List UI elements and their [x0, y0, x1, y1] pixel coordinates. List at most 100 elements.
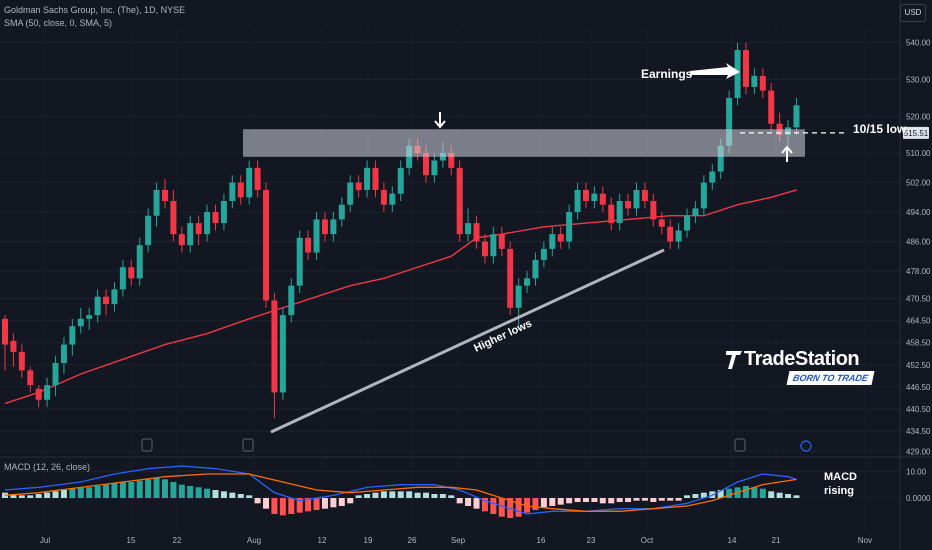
macd-histogram-bar — [372, 492, 379, 498]
price-tick-label: 470.50 — [906, 295, 931, 304]
macd-histogram-bar — [406, 491, 413, 498]
time-tick-label: Aug — [247, 536, 261, 545]
candle-up — [145, 208, 152, 253]
candle-body — [532, 259, 539, 279]
price-tick-label: 510.00 — [906, 149, 931, 158]
macd-histogram-bar — [35, 494, 42, 498]
candle-body — [540, 248, 547, 260]
earnings-marker-icon[interactable] — [141, 438, 153, 452]
macd-histogram-bar — [793, 495, 800, 498]
candle-up — [77, 307, 84, 334]
candle-body — [456, 167, 463, 235]
candle-body — [465, 223, 472, 235]
candle-body — [347, 182, 354, 205]
candle-body — [658, 219, 665, 227]
candle-down — [195, 215, 202, 246]
macd-histogram-bar — [330, 498, 337, 508]
higher-lows-trendline — [270, 248, 665, 434]
earnings-marker-box — [141, 438, 153, 452]
macd-histogram-bar — [439, 494, 446, 498]
macd-histogram-bar — [498, 498, 505, 517]
macd-histogram-bar — [423, 492, 429, 498]
macd-histogram-bar — [103, 484, 110, 498]
up-arrow-icon — [781, 145, 793, 162]
candle-body — [692, 208, 699, 216]
macd-histogram-bar — [347, 498, 354, 504]
currency-button[interactable]: USD — [900, 4, 926, 22]
candle-down — [178, 226, 185, 253]
candle-up — [338, 197, 345, 227]
candle-body — [549, 234, 556, 249]
candlestick-series — [2, 42, 800, 419]
macd-histogram-bar — [246, 495, 253, 498]
time-axis: Jul 15 22 Aug 12 19 26 Sep 16 23 Oct 14 21 Nov — [40, 536, 872, 545]
price-tick-label: 540.00 — [906, 39, 931, 48]
price-axis: 540.00 530.00 520.00 510.00 502.00 494.00 486.… — [906, 39, 931, 503]
macd-histogram-bar — [667, 498, 674, 501]
macd-histogram-bar — [414, 492, 421, 498]
candle-down — [212, 204, 219, 231]
candle-down — [321, 212, 328, 242]
candle-up — [566, 204, 573, 249]
candle-body — [246, 167, 253, 198]
price-tick-label: 464.50 — [906, 317, 931, 326]
macd-histogram-bar — [625, 498, 632, 502]
candle-down — [18, 344, 25, 378]
candle-body — [338, 204, 345, 220]
candle-body — [498, 234, 505, 249]
candle-body — [742, 50, 749, 87]
macd-histogram-bar — [591, 498, 598, 502]
candle-up — [675, 223, 682, 249]
macd-histogram-bar — [86, 487, 93, 498]
candle-down — [372, 160, 379, 198]
candle-up — [633, 182, 640, 216]
candle-body — [524, 278, 531, 286]
macd-histogram-bar — [77, 487, 84, 498]
candle-body — [641, 189, 648, 202]
earnings-marker-icon[interactable] — [242, 438, 254, 452]
macd-histogram-bar — [195, 487, 202, 498]
macd-histogram-bar — [700, 492, 707, 498]
candle-up — [532, 252, 539, 286]
candle-body — [2, 318, 8, 345]
candle-up — [44, 377, 51, 408]
candle-up — [591, 186, 598, 209]
candle-up — [119, 259, 126, 297]
candle-body — [667, 226, 674, 242]
candle-body — [507, 248, 514, 308]
candle-up — [709, 164, 716, 190]
candle-body — [734, 50, 741, 98]
macd-histogram-bar — [212, 490, 219, 498]
macd-histogram-bar — [557, 498, 564, 505]
candle-body — [170, 201, 177, 235]
candle-up — [279, 307, 286, 400]
candle-body — [633, 189, 640, 209]
candle-up — [397, 160, 404, 202]
candle-down — [768, 83, 775, 132]
candle-down — [170, 189, 177, 242]
brand-tagline: BORN TO TRADE — [786, 371, 875, 385]
candle-body — [111, 289, 118, 305]
candle-body — [263, 189, 270, 301]
macd-histogram-bar — [237, 494, 244, 498]
candle-down — [161, 178, 168, 209]
earnings-marker-box — [242, 438, 254, 452]
candle-body — [768, 90, 775, 124]
sma-legend[interactable]: SMA (50, close, 0, SMA, 5) — [4, 18, 113, 28]
candle-up — [364, 160, 371, 198]
macd-histogram-bar — [27, 495, 34, 498]
candle-up — [515, 278, 522, 330]
candle-down — [237, 175, 244, 205]
earnings-marker-icon[interactable] — [734, 438, 746, 452]
macd-histogram-bar — [658, 498, 665, 501]
time-tick-label: 15 — [127, 536, 136, 545]
candle-body — [397, 167, 404, 194]
candle-body — [35, 388, 42, 400]
candle-down — [254, 160, 261, 198]
candle-up — [524, 270, 531, 294]
macd-legend[interactable]: MACD (12, 26, close) — [4, 462, 91, 472]
candle-body — [178, 234, 185, 246]
macd-histogram-bar — [338, 498, 345, 506]
macd-histogram-bar — [94, 486, 101, 498]
